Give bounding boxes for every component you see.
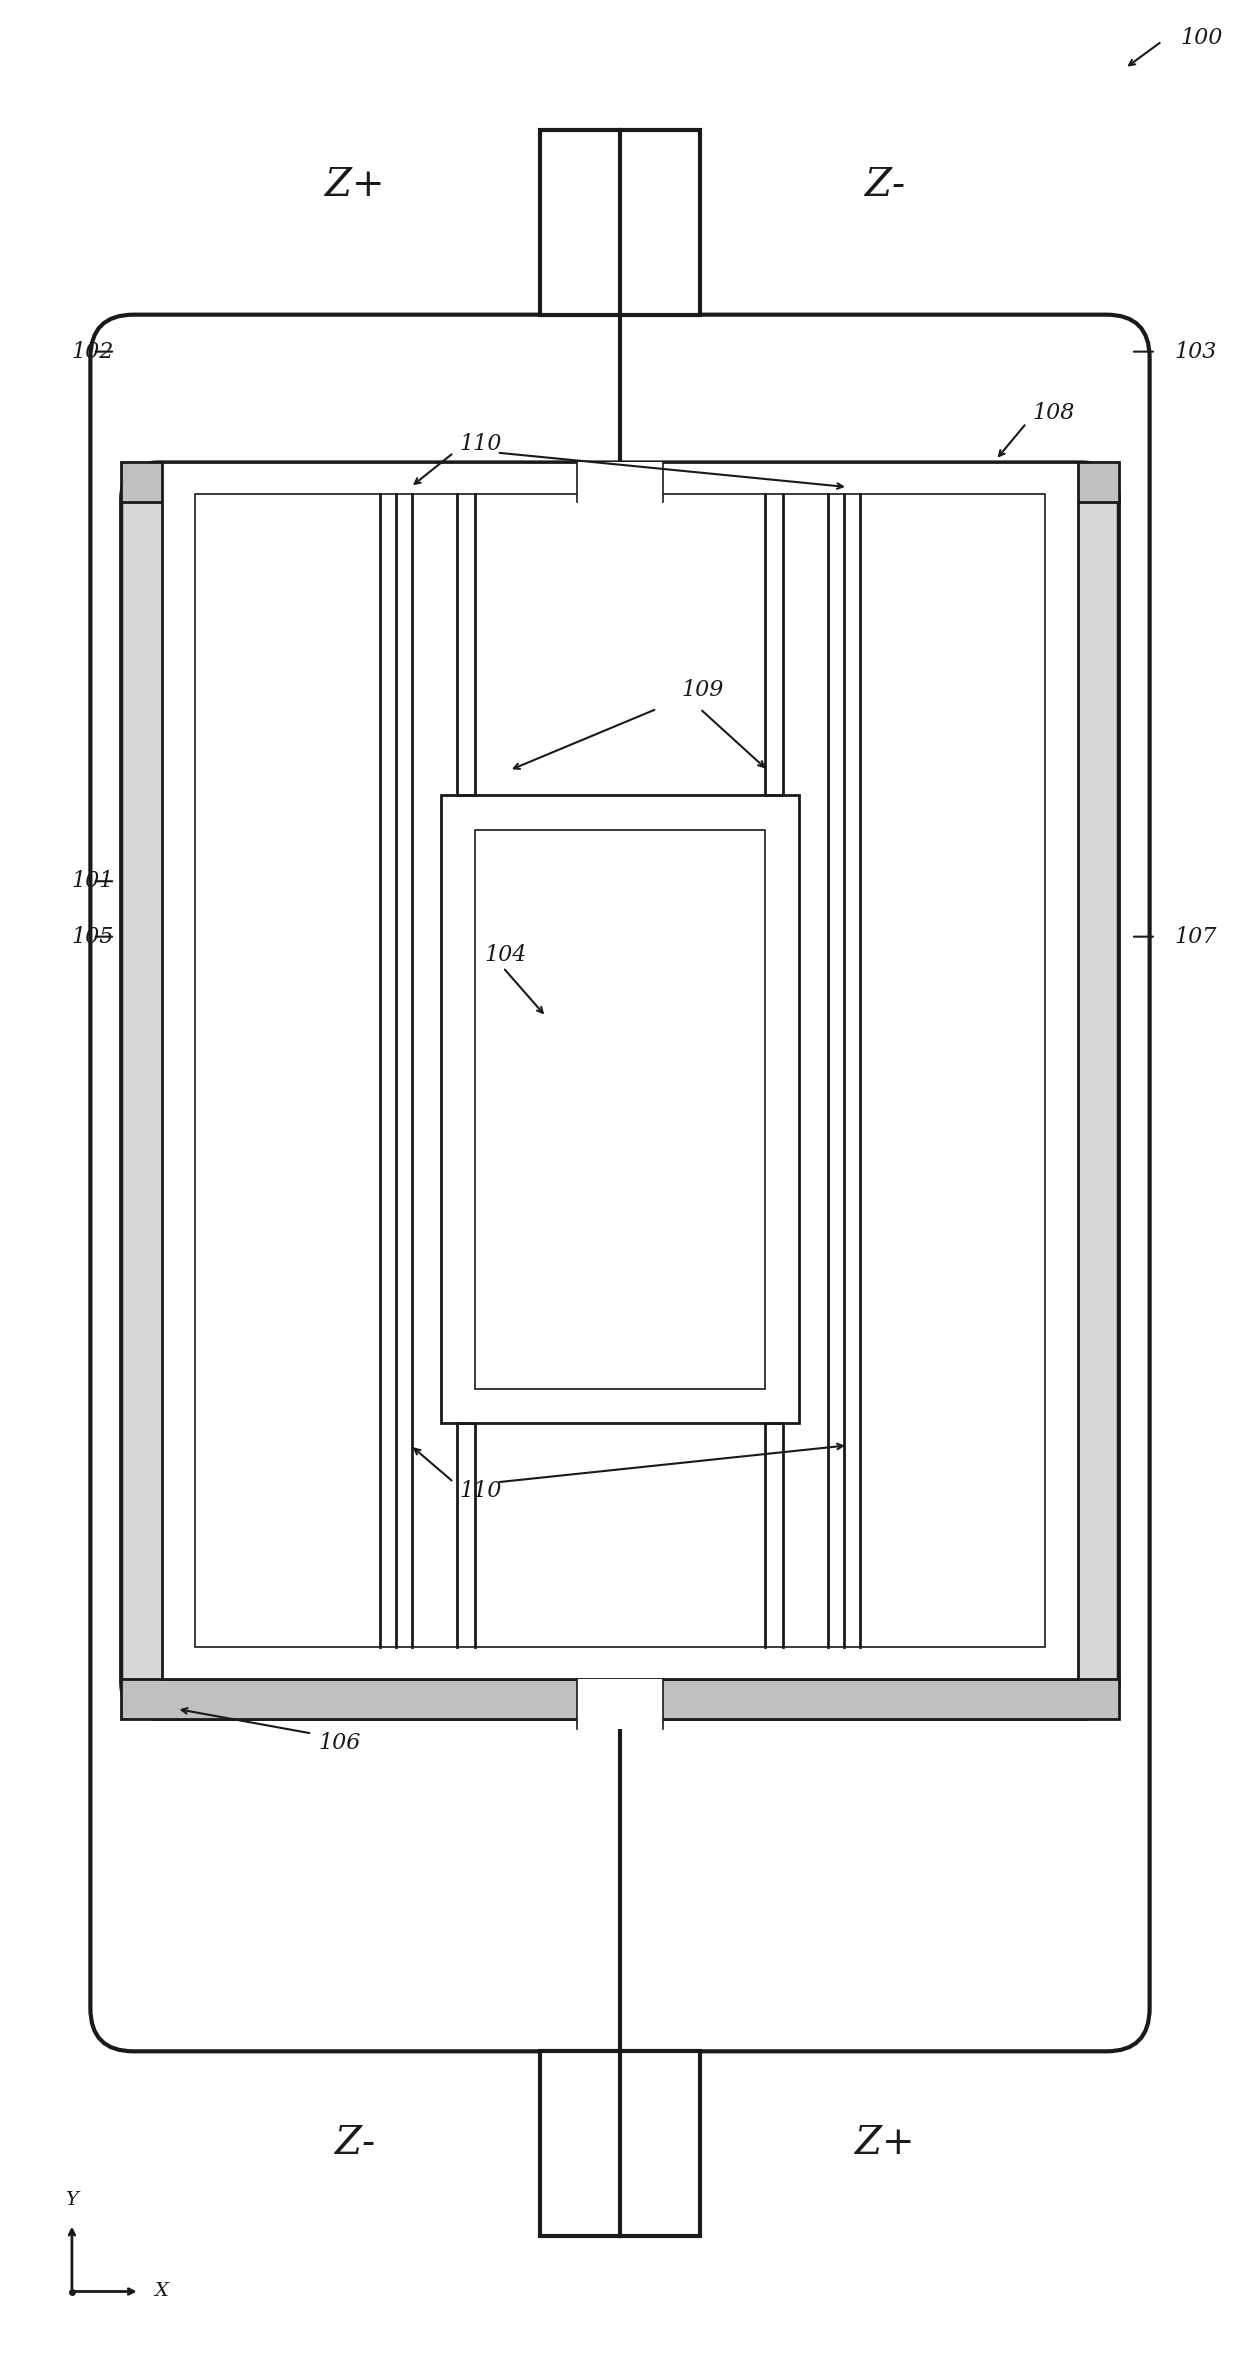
Text: 101: 101 [72,871,114,892]
Text: Y: Y [66,2191,78,2210]
Text: 110: 110 [460,1479,502,1502]
Text: 106: 106 [319,1732,361,1756]
Text: 108: 108 [1033,402,1075,424]
Text: Z-: Z- [864,168,905,203]
Text: 104: 104 [485,944,527,965]
Bar [475,830,765,1389]
Text: Z+: Z+ [856,2125,915,2163]
Text: 100: 100 [1180,26,1223,50]
Text: Z-: Z- [335,2125,376,2163]
Text: 102: 102 [72,341,114,362]
Bar [161,461,1079,1680]
FancyBboxPatch shape [91,315,1149,2051]
Text: 103: 103 [1174,341,1216,362]
Text: 107: 107 [1174,925,1216,949]
Text: X: X [155,2283,169,2300]
Bar [577,461,663,502]
Text: Z+: Z+ [325,168,384,203]
Text: 109: 109 [682,679,724,700]
Bar [122,461,1118,502]
Bar [195,494,1045,1647]
Bar [539,130,701,315]
Bar [539,2051,701,2236]
FancyBboxPatch shape [122,461,1118,1718]
Text: 105: 105 [72,925,114,949]
Bar [441,795,799,1424]
Bar [577,1680,663,1730]
Bar [122,1680,1118,1718]
Text: 110: 110 [460,433,502,454]
